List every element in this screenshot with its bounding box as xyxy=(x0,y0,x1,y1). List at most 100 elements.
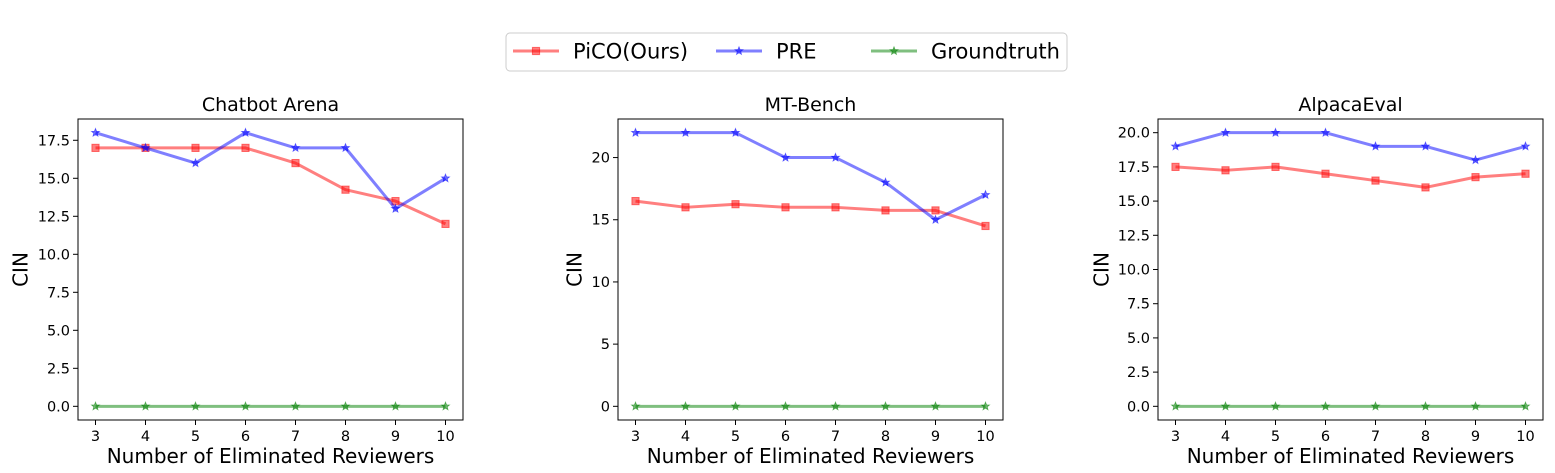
data-point-pre-4 xyxy=(140,142,151,153)
data-point-groundtruth-3 xyxy=(90,401,101,411)
data-point-groundtruth-7 xyxy=(830,401,841,411)
data-point-groundtruth-8 xyxy=(880,401,891,411)
y-tick-label: 15.0 xyxy=(1118,194,1150,210)
data-point-pico-ours-7 xyxy=(831,203,840,212)
legend-entry-pre: PRE xyxy=(716,40,817,64)
data-point-pre-6 xyxy=(780,152,791,162)
data-point-groundtruth-4 xyxy=(680,401,691,411)
legend-entry-groundtruth: Groundtruth xyxy=(871,40,1060,64)
panel-alpacaeval: 3 4 5 6 7 8 9 10 0.0 2.5 5.0 7.5 10.0 12.5 15.0 17.5 20.… xyxy=(1090,94,1544,468)
series-groundtruth xyxy=(630,401,991,411)
x-tick-label: 7 xyxy=(291,429,300,445)
y-tick-label: 20 xyxy=(592,151,610,167)
data-point-pre-5 xyxy=(1270,127,1281,137)
data-point-pico-ours-7 xyxy=(1371,176,1380,185)
data-point-groundtruth-8 xyxy=(1420,401,1431,411)
chart-title: MT-Bench xyxy=(765,94,857,116)
data-point-pico-ours-6 xyxy=(781,203,790,212)
x-tick-label: 5 xyxy=(191,429,200,445)
data-point-pre-6 xyxy=(240,127,251,137)
x-axis-label: Number of Eliminated Reviewers xyxy=(1187,444,1515,468)
data-point-pre-6 xyxy=(1320,127,1331,137)
series-line-pre xyxy=(1175,131,1526,162)
legend: PiCO(Ours) PRE Groundtruth xyxy=(505,32,1068,72)
x-tick-label: 3 xyxy=(91,429,100,445)
y-tick-label: 7.5 xyxy=(1127,297,1150,313)
x-axis-label: Number of Eliminated Reviewers xyxy=(647,444,975,468)
legend-entry-pico-ours: PiCO(Ours) xyxy=(513,40,688,64)
data-point-pre-10 xyxy=(440,172,451,183)
plot-frame xyxy=(617,118,1004,421)
x-tick-label: 8 xyxy=(881,429,890,445)
legend-label-groundtruth: Groundtruth xyxy=(931,40,1060,64)
data-point-pico-ours-4 xyxy=(681,203,690,212)
data-point-pre-3 xyxy=(90,127,101,137)
data-point-pre-5 xyxy=(190,157,201,168)
series-pico-ours xyxy=(91,143,450,228)
data-point-groundtruth-10 xyxy=(1520,401,1531,411)
series-pico-ours xyxy=(1171,162,1530,192)
data-point-pre-8 xyxy=(880,177,891,187)
series-line-pre xyxy=(95,131,447,211)
x-tick-label: 4 xyxy=(681,429,690,445)
data-point-pico-ours-10 xyxy=(441,219,450,228)
data-point-pico-ours-3 xyxy=(1171,162,1180,171)
data-point-pico-ours-10 xyxy=(1521,169,1530,178)
chart-title: AlpacaEval xyxy=(1298,94,1402,116)
y-tick-label: 17.5 xyxy=(38,133,70,149)
x-tick-label: 6 xyxy=(781,429,790,445)
legend-marker-groundtruth xyxy=(888,45,900,56)
series-groundtruth xyxy=(1170,401,1531,411)
data-point-pico-ours-8 xyxy=(341,185,350,194)
series-line-pico-ours xyxy=(1175,165,1526,189)
series-pre xyxy=(90,127,451,213)
data-point-pico-ours-6 xyxy=(1321,169,1330,178)
data-point-groundtruth-9 xyxy=(930,401,941,411)
y-tick-label: 15 xyxy=(592,213,610,229)
data-point-groundtruth-5 xyxy=(1270,401,1281,411)
data-point-pico-ours-6 xyxy=(241,143,250,152)
y-tick-label: 10 xyxy=(592,275,610,291)
data-point-groundtruth-3 xyxy=(1170,401,1181,411)
data-point-pre-3 xyxy=(1170,141,1181,151)
series-line-pre xyxy=(635,131,987,222)
y-axis-label: CIN xyxy=(1090,252,1114,287)
data-point-pre-9 xyxy=(390,203,401,213)
y-tick-label: 12.5 xyxy=(38,209,70,225)
data-point-groundtruth-5 xyxy=(190,401,201,411)
data-point-pre-4 xyxy=(680,127,691,137)
data-point-groundtruth-6 xyxy=(240,401,251,411)
data-point-pico-ours-3 xyxy=(631,196,640,206)
y-tick-label: 0.0 xyxy=(47,399,70,415)
x-tick-label: 7 xyxy=(1371,429,1380,445)
data-point-pre-10 xyxy=(980,189,991,200)
legend-label-pico-ours: PiCO(Ours) xyxy=(573,40,688,64)
data-point-pre-10 xyxy=(1520,141,1531,151)
data-point-groundtruth-10 xyxy=(980,401,991,411)
y-tick-label: 10.0 xyxy=(38,247,70,263)
series-pre xyxy=(630,127,991,225)
x-tick-label: 7 xyxy=(831,429,840,445)
plot-frame xyxy=(1157,118,1544,421)
data-point-pre-8 xyxy=(340,142,351,153)
x-tick-label: 4 xyxy=(1221,429,1230,445)
x-tick-label: 10 xyxy=(436,429,454,445)
x-tick-label: 5 xyxy=(731,429,740,445)
data-point-pre-4 xyxy=(1220,127,1231,137)
y-tick-label: 5 xyxy=(601,337,610,353)
data-point-pico-ours-5 xyxy=(1271,162,1280,171)
y-tick-label: 12.5 xyxy=(1118,228,1150,244)
data-point-pico-ours-7 xyxy=(291,158,300,168)
plot-frame xyxy=(77,118,464,421)
y-tick-label: 0.0 xyxy=(1127,399,1150,415)
series-pico-ours xyxy=(631,196,990,231)
data-point-pico-ours-4 xyxy=(1221,166,1230,175)
data-point-pico-ours-10 xyxy=(981,221,990,231)
data-point-groundtruth-9 xyxy=(390,401,401,411)
x-tick-label: 10 xyxy=(976,429,994,445)
series-line-pico-ours xyxy=(635,199,986,228)
data-point-groundtruth-8 xyxy=(340,401,351,411)
legend-frame xyxy=(505,32,1068,72)
chart-panels: 3 4 5 6 7 8 9 10 0.0 2.5 5.0 7.5 10.0 12.5 15.0 17.5 Cha… xyxy=(9,94,1544,468)
